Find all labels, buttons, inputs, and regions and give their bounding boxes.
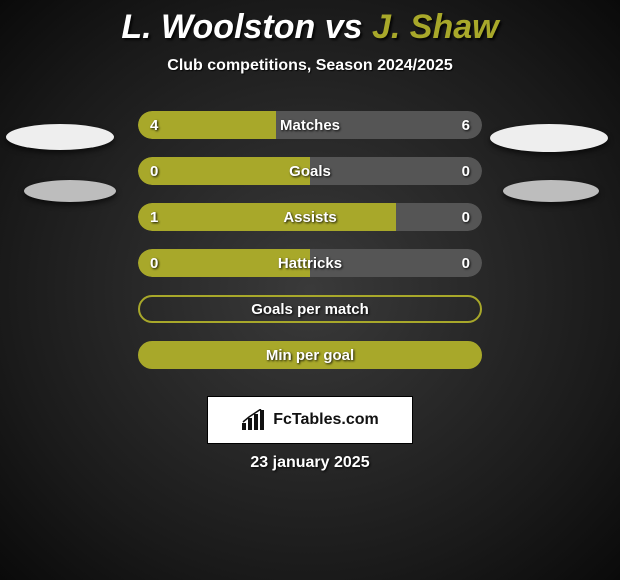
title-vs: vs xyxy=(315,8,372,46)
logo-text: FcTables.com xyxy=(273,411,379,429)
stat-bar-right xyxy=(310,249,482,277)
stat-row-min-per-goal: Min per goal xyxy=(138,341,482,369)
title-left-player: L. Woolston xyxy=(121,8,315,46)
stat-bar-right xyxy=(310,157,482,185)
stat-bar-left xyxy=(138,203,396,231)
stat-row-assists: Assists10 xyxy=(138,203,482,231)
comparison-card: L. Woolston vs J. Shaw Club competitions… xyxy=(0,0,620,580)
fctables-logo[interactable]: FcTables.com xyxy=(207,396,413,444)
footer-date: 23 january 2025 xyxy=(0,454,620,472)
title-right-player: J. Shaw xyxy=(372,8,499,46)
stat-bar-right xyxy=(276,111,482,139)
stat-row-matches: Matches46 xyxy=(138,111,482,139)
stat-bar-left xyxy=(138,157,310,185)
player-badge-left-small xyxy=(24,180,116,202)
stat-label: Goals per match xyxy=(140,297,480,321)
player-badge-right-big xyxy=(490,124,608,152)
page-title: L. Woolston vs J. Shaw xyxy=(0,0,620,47)
player-badge-right-small xyxy=(503,180,599,202)
stat-row-hattricks: Hattricks00 xyxy=(138,249,482,277)
stat-bar-left xyxy=(138,249,310,277)
stat-label: Min per goal xyxy=(140,343,480,367)
stat-row-goals-per-match: Goals per match xyxy=(138,295,482,323)
stat-bar-left xyxy=(138,111,276,139)
subtitle: Club competitions, Season 2024/2025 xyxy=(0,57,620,75)
stat-row-goals: Goals00 xyxy=(138,157,482,185)
stat-bar-right xyxy=(396,203,482,231)
player-badge-left-big xyxy=(6,124,114,150)
bars-icon xyxy=(241,409,267,431)
